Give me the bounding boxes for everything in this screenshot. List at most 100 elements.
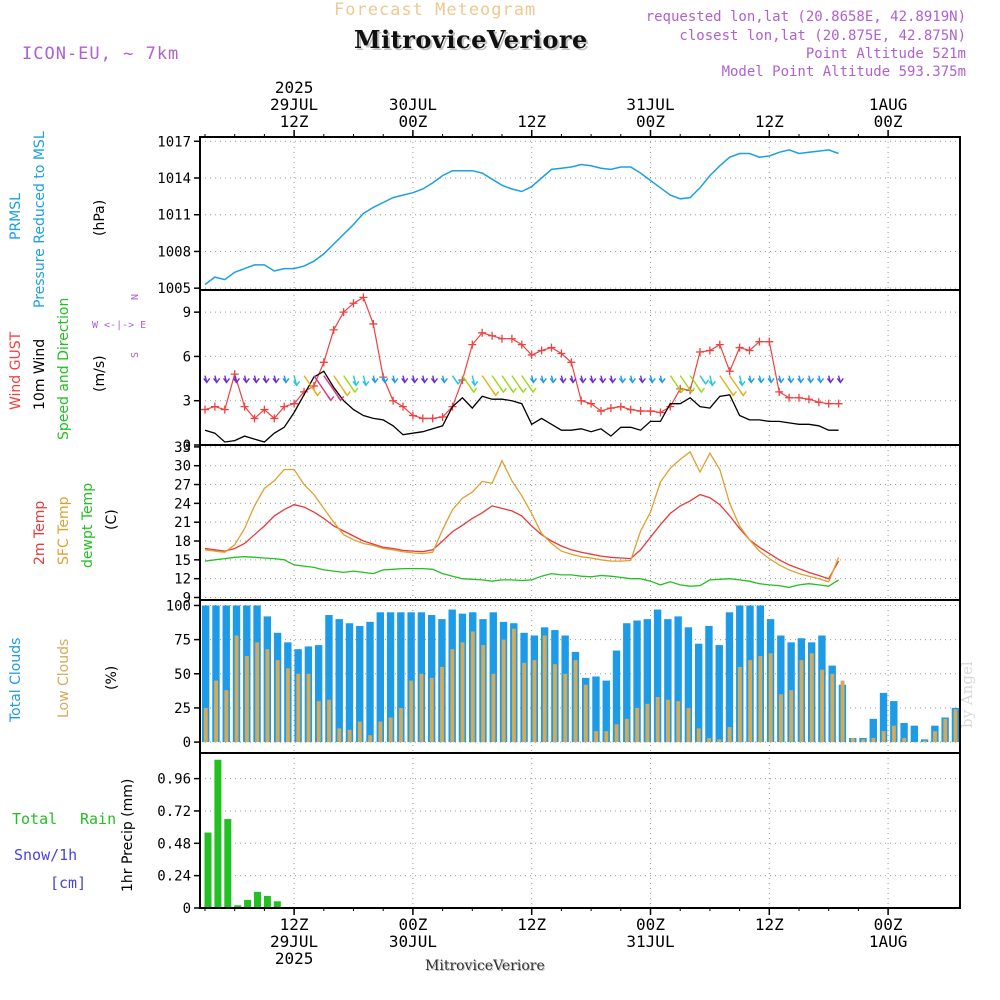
low-cloud-bar <box>594 731 599 743</box>
bottom-time-label: 00Z <box>398 915 427 934</box>
low-cloud-bar <box>573 660 578 743</box>
ytick-label-precip: 0 <box>183 901 191 917</box>
low-cloud-bar <box>933 731 937 743</box>
low-cloud-bar <box>583 684 588 743</box>
low-cloud-bar <box>881 731 886 743</box>
low-cloud-bar <box>830 673 835 743</box>
ytick-label-temp: 27 <box>174 478 191 494</box>
low-cloud-bar <box>450 649 455 743</box>
low-cloud-bar <box>655 696 660 743</box>
grid-pressure <box>194 137 960 290</box>
low-cloud-bar <box>922 740 927 743</box>
low-cloud-bar <box>686 707 691 743</box>
series-dewpt-temp <box>204 556 839 589</box>
gust-marker <box>250 414 259 423</box>
gust-marker <box>597 407 605 416</box>
low-cloud-bar <box>871 737 876 743</box>
low-cloud-bar <box>398 707 403 743</box>
low-cloud-bar <box>460 642 465 743</box>
ytick-label-precip: 0.96 <box>157 772 191 788</box>
total-cloud-bar <box>694 643 703 743</box>
wind-arrows <box>203 375 844 402</box>
series-prmsl <box>204 149 839 286</box>
wind-arrow-head <box>440 377 448 384</box>
gust-marker <box>210 402 219 411</box>
wind-arrow-head <box>381 377 389 384</box>
total-cloud-bar <box>633 620 641 743</box>
low-cloud-bar <box>943 718 948 743</box>
wind-arrow-head <box>343 391 351 397</box>
series-sfc-temp <box>204 450 840 583</box>
precip-rain-label: Rain <box>80 810 117 828</box>
gust-marker <box>616 402 625 411</box>
wind-arrow-head <box>777 377 785 384</box>
top-time-label: 12Z <box>280 112 309 131</box>
gust-marker <box>507 334 516 343</box>
low-cloud-bar <box>696 728 701 743</box>
ytick-label-temp: 33 <box>174 440 191 456</box>
gust-marker <box>260 405 269 414</box>
low-cloud-bar <box>748 660 753 743</box>
total-cloud-bar <box>643 619 652 743</box>
gust-marker <box>399 402 407 411</box>
low-cloud-bar <box>645 703 650 743</box>
gust-marker <box>438 412 447 421</box>
gust-marker <box>636 407 645 416</box>
wind-arrow-head <box>391 377 399 384</box>
gust-marker <box>834 399 843 408</box>
wind-arrow-head <box>797 377 805 384</box>
bottom-time-label: 31JUL <box>626 932 674 951</box>
precip-bar <box>224 819 232 908</box>
top-time-label: 31JUL <box>626 95 674 114</box>
precip-bars <box>204 759 281 908</box>
low-cloud-bar <box>429 677 434 743</box>
total-cloud-bar <box>356 625 364 743</box>
gust-markers <box>201 293 843 423</box>
wind-arrow-head <box>539 377 547 384</box>
gust-marker <box>428 414 437 423</box>
ytick-label-wind: 9 <box>183 305 191 321</box>
wind-arrow-head <box>738 380 746 387</box>
grid-wind <box>194 290 960 446</box>
total-cloud-bar <box>345 623 354 743</box>
low-cloud-bar <box>758 656 763 743</box>
total-cloud-bar <box>725 612 734 743</box>
total-cloud-bar <box>910 725 919 743</box>
wind-arrow-head <box>509 387 517 394</box>
wind-arrow-head <box>222 377 231 384</box>
wind-arrow-head <box>787 377 795 384</box>
total-cloud-bar <box>653 609 662 743</box>
total-cloud-bar <box>366 621 374 743</box>
total-cloud-bar <box>407 612 415 743</box>
gust-marker <box>547 343 556 352</box>
ytick-label-wind: 3 <box>183 394 191 410</box>
panel-frame-precip <box>199 752 961 909</box>
wind-arrow-head <box>519 387 527 394</box>
low-cloud-bar <box>614 724 619 743</box>
top-time-label: 12Z <box>517 112 546 131</box>
ytick-label-pressure: 1008 <box>157 244 191 260</box>
wind-arrow-head <box>579 377 587 384</box>
gust-marker <box>517 340 526 349</box>
low-cloud-bar <box>666 699 670 743</box>
ytick-label-temp: 12 <box>174 572 191 588</box>
wind-arrow-head <box>337 395 345 402</box>
low-cloud-bar <box>635 707 640 743</box>
wind-arrow-head <box>697 387 705 394</box>
gust-marker <box>735 343 744 352</box>
total-cloud-bar <box>674 616 682 743</box>
ytick-label-temp: 21 <box>174 515 191 531</box>
compass-we: W <-|-> E <box>92 320 147 331</box>
requested-coords: requested lon,lat (20.8658E, 42.8919N) <box>645 9 966 25</box>
wind-arrow-head <box>411 377 419 384</box>
wind-arrow-head <box>816 377 825 384</box>
panel-frame-wind <box>199 289 961 446</box>
bottom-time-label: 12Z <box>755 915 784 934</box>
gust-marker <box>290 399 299 408</box>
gust-marker <box>646 407 655 416</box>
ytick-label-pressure: 1014 <box>157 171 191 187</box>
ytick-label-temp: 24 <box>174 496 191 512</box>
low-cloud-bar <box>840 680 845 743</box>
gust-marker <box>795 393 803 402</box>
precip-cm-label: [cm] <box>50 874 87 892</box>
